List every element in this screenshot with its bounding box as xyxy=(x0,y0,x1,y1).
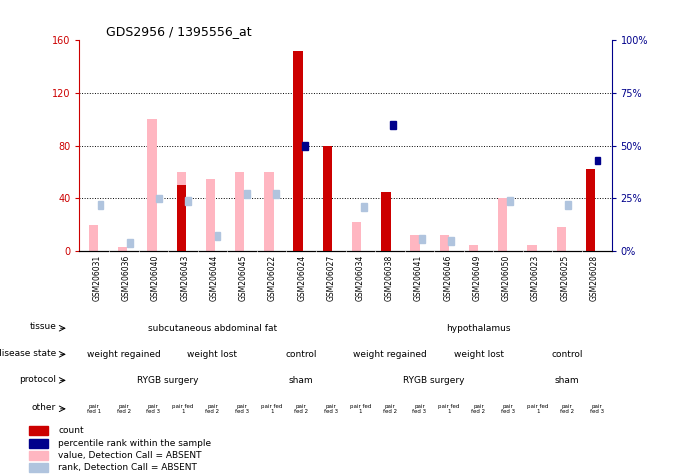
Bar xyxy=(507,197,513,205)
Bar xyxy=(381,192,390,251)
Bar xyxy=(410,236,419,251)
Text: rank, Detection Call = ABSENT: rank, Detection Call = ABSENT xyxy=(58,463,197,472)
Text: pair
fed 2: pair fed 2 xyxy=(294,404,308,414)
Bar xyxy=(556,228,566,251)
Text: GSM206024: GSM206024 xyxy=(297,255,306,301)
Text: pair fed
1: pair fed 1 xyxy=(438,404,460,414)
Bar xyxy=(244,191,249,198)
Text: GDS2956 / 1395556_at: GDS2956 / 1395556_at xyxy=(106,25,252,38)
Text: GSM206022: GSM206022 xyxy=(268,255,277,301)
Text: weight lost: weight lost xyxy=(453,350,504,359)
Text: pair fed
1: pair fed 1 xyxy=(261,404,283,414)
Text: GSM206040: GSM206040 xyxy=(151,255,160,301)
Text: pair fed
1: pair fed 1 xyxy=(350,404,371,414)
Text: control: control xyxy=(551,350,583,359)
Bar xyxy=(127,239,133,247)
Bar xyxy=(273,191,279,198)
Bar xyxy=(176,185,186,251)
Text: pair
fed 3: pair fed 3 xyxy=(501,404,515,414)
Text: disease state: disease state xyxy=(0,348,56,357)
Text: value, Detection Call = ABSENT: value, Detection Call = ABSENT xyxy=(58,451,202,460)
Text: pair fed
1: pair fed 1 xyxy=(527,404,549,414)
Text: GSM206027: GSM206027 xyxy=(326,255,335,301)
Text: weight regained: weight regained xyxy=(87,350,161,359)
Bar xyxy=(29,463,48,472)
Bar xyxy=(323,222,332,251)
Text: RYGB surgery: RYGB surgery xyxy=(404,376,465,385)
Bar xyxy=(565,201,571,209)
Bar xyxy=(294,51,303,251)
Text: GSM206031: GSM206031 xyxy=(93,255,102,301)
Bar xyxy=(235,172,245,251)
Text: pair
fed 2: pair fed 2 xyxy=(117,404,131,414)
Bar xyxy=(206,179,215,251)
Text: GSM206041: GSM206041 xyxy=(414,255,423,301)
Text: pair
fed 3: pair fed 3 xyxy=(323,404,338,414)
Text: control: control xyxy=(285,350,317,359)
Bar xyxy=(156,194,162,202)
Bar xyxy=(89,225,98,251)
Text: count: count xyxy=(58,426,84,435)
Bar xyxy=(390,121,396,128)
Bar xyxy=(469,245,478,251)
Text: pair
fed 2: pair fed 2 xyxy=(471,404,486,414)
Bar xyxy=(264,172,274,251)
Bar xyxy=(323,146,332,251)
Text: GSM206049: GSM206049 xyxy=(473,255,482,301)
Text: weight lost: weight lost xyxy=(187,350,238,359)
Text: GSM206046: GSM206046 xyxy=(444,255,453,301)
Bar xyxy=(419,235,425,243)
Bar xyxy=(352,222,361,251)
Text: pair
fed 2: pair fed 2 xyxy=(383,404,397,414)
Bar xyxy=(97,201,104,209)
Text: GSM206028: GSM206028 xyxy=(589,255,598,301)
Text: GSM206044: GSM206044 xyxy=(209,255,218,301)
Text: GSM206036: GSM206036 xyxy=(122,255,131,301)
Text: GSM206038: GSM206038 xyxy=(385,255,394,301)
Text: pair fed
1: pair fed 1 xyxy=(172,404,193,414)
Bar xyxy=(29,439,48,448)
Bar xyxy=(586,170,595,251)
Bar xyxy=(29,426,48,435)
Text: other: other xyxy=(32,403,56,412)
Text: pair
fed 3: pair fed 3 xyxy=(413,404,426,414)
Bar xyxy=(381,225,390,251)
Bar xyxy=(527,245,537,251)
Bar xyxy=(185,197,191,205)
Bar xyxy=(361,203,366,211)
Bar xyxy=(29,451,48,460)
Text: GSM206043: GSM206043 xyxy=(180,255,189,301)
Text: GSM206045: GSM206045 xyxy=(238,255,247,301)
Text: pair
fed 2: pair fed 2 xyxy=(560,404,574,414)
Bar xyxy=(448,237,454,245)
Bar xyxy=(302,142,308,150)
Text: pair
fed 2: pair fed 2 xyxy=(205,404,220,414)
Text: pair
fed 3: pair fed 3 xyxy=(235,404,249,414)
Text: GSM206025: GSM206025 xyxy=(560,255,569,301)
Bar xyxy=(594,156,600,164)
Bar xyxy=(214,233,220,240)
Text: tissue: tissue xyxy=(29,322,56,331)
Text: RYGB surgery: RYGB surgery xyxy=(138,376,199,385)
Text: weight regained: weight regained xyxy=(353,350,427,359)
Text: sham: sham xyxy=(555,376,580,385)
Text: hypothalamus: hypothalamus xyxy=(446,324,511,333)
Bar xyxy=(176,172,186,251)
Bar xyxy=(147,119,157,251)
Text: subcutaneous abdominal fat: subcutaneous abdominal fat xyxy=(148,324,277,333)
Text: pair
fed 3: pair fed 3 xyxy=(589,404,604,414)
Bar xyxy=(439,236,449,251)
Text: percentile rank within the sample: percentile rank within the sample xyxy=(58,439,211,448)
Bar xyxy=(118,247,127,251)
Text: pair
fed 3: pair fed 3 xyxy=(146,404,160,414)
Text: pair
fed 1: pair fed 1 xyxy=(87,404,102,414)
Text: GSM206023: GSM206023 xyxy=(531,255,540,301)
Text: GSM206034: GSM206034 xyxy=(356,255,365,301)
Text: sham: sham xyxy=(289,376,314,385)
Text: protocol: protocol xyxy=(19,374,56,383)
Bar xyxy=(498,199,507,251)
Text: GSM206050: GSM206050 xyxy=(502,255,511,301)
